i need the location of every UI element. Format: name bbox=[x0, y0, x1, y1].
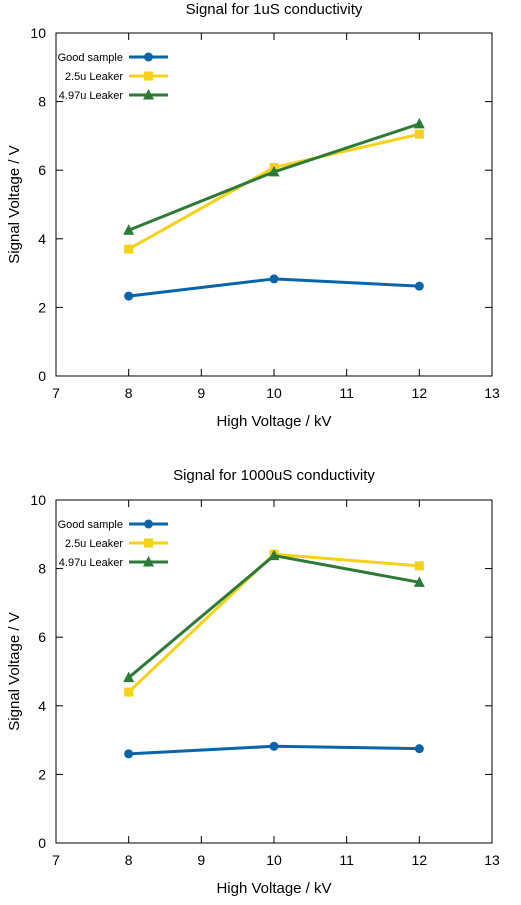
plot-frame bbox=[55, 32, 493, 377]
y-tick-label: 6 bbox=[38, 162, 46, 178]
legend-label: 4.97u Leaker bbox=[59, 557, 124, 569]
legend: Good sample 2.5u Leaker 4.97u Leaker bbox=[58, 52, 168, 102]
legend-label: Good sample bbox=[58, 52, 123, 64]
data-point bbox=[268, 549, 280, 561]
x-tick-label: 7 bbox=[52, 385, 60, 401]
x-tick-label: 8 bbox=[125, 385, 133, 401]
series-3 bbox=[123, 117, 425, 235]
legend-label: Good sample bbox=[58, 519, 123, 531]
data-point bbox=[268, 165, 280, 177]
x-axis-label: High Voltage / kV bbox=[216, 413, 331, 430]
legend-marker bbox=[144, 71, 153, 81]
series-line bbox=[127, 554, 420, 679]
legend-marker bbox=[144, 519, 153, 529]
data-point bbox=[124, 291, 134, 301]
series-2 bbox=[124, 549, 424, 697]
x-tick-label: 7 bbox=[52, 852, 60, 868]
data-point bbox=[414, 281, 424, 291]
chart-title: Signal for 1000uS conductivity bbox=[173, 467, 375, 484]
y-tick-label: 6 bbox=[38, 629, 46, 645]
series-line bbox=[127, 132, 420, 251]
y-axis-label: Signal Voltage / V bbox=[6, 145, 23, 263]
data-point bbox=[124, 687, 134, 697]
x-tick-label: 8 bbox=[125, 852, 133, 868]
x-tick-label: 13 bbox=[484, 385, 500, 401]
data-point bbox=[269, 741, 279, 751]
data-point bbox=[123, 671, 135, 683]
x-tick-label: 13 bbox=[484, 852, 500, 868]
x-tick-label: 9 bbox=[197, 852, 205, 868]
x-tick-label: 9 bbox=[197, 385, 205, 401]
y-tick-label: 0 bbox=[38, 368, 46, 384]
series-1 bbox=[124, 741, 424, 759]
y-tick-label: 10 bbox=[30, 492, 46, 508]
legend: Good sample 2.5u Leaker 4.97u Leaker bbox=[58, 519, 168, 569]
y-tick-label: 8 bbox=[38, 94, 46, 110]
y-tick-label: 0 bbox=[38, 835, 46, 851]
x-tick-label: 11 bbox=[339, 852, 354, 868]
legend-marker bbox=[144, 52, 153, 62]
chart-2: Signal for 1000uS conductivity 7 8 9 10 11 12 1… bbox=[6, 467, 500, 897]
legend-marker bbox=[143, 89, 154, 100]
chart-title: Signal for 1uS conductivity bbox=[186, 1, 363, 18]
x-tick-label: 11 bbox=[339, 385, 354, 401]
y-axis-label: Signal Voltage / V bbox=[6, 612, 23, 730]
data-point bbox=[269, 274, 279, 284]
data-point bbox=[414, 129, 424, 139]
legend-label: 2.5u Leaker bbox=[65, 538, 123, 550]
y-tick-label: 4 bbox=[38, 698, 46, 714]
x-tick-label: 12 bbox=[412, 385, 428, 401]
chart-1: Signal for 1uS conductivity 7 8 9 10 11 12 13 0 2… bbox=[6, 1, 500, 430]
data-point bbox=[124, 244, 134, 254]
legend-label: 2.5u Leaker bbox=[65, 71, 123, 83]
y-tick-label: 10 bbox=[30, 25, 46, 41]
data-point bbox=[414, 744, 424, 754]
series-line bbox=[128, 122, 420, 232]
x-axis-label: High Voltage / kV bbox=[216, 880, 331, 897]
series-2 bbox=[124, 129, 424, 254]
x-tick-label: 10 bbox=[266, 385, 282, 401]
series-3 bbox=[123, 549, 425, 683]
y-tick-label: 2 bbox=[38, 766, 46, 782]
legend-marker bbox=[144, 538, 153, 548]
data-point bbox=[413, 117, 425, 129]
y-tick-label: 2 bbox=[38, 299, 46, 315]
x-tick-label: 12 bbox=[412, 852, 428, 868]
data-point bbox=[413, 576, 425, 587]
series-1 bbox=[124, 274, 424, 301]
y-tick-label: 4 bbox=[38, 231, 46, 247]
legend-label: 4.97u Leaker bbox=[59, 90, 124, 102]
legend-marker bbox=[143, 556, 154, 567]
data-point bbox=[123, 224, 135, 235]
y-tick-label: 8 bbox=[38, 561, 46, 577]
data-point bbox=[124, 749, 134, 759]
data-point bbox=[414, 561, 424, 571]
x-tick-label: 10 bbox=[266, 852, 282, 868]
